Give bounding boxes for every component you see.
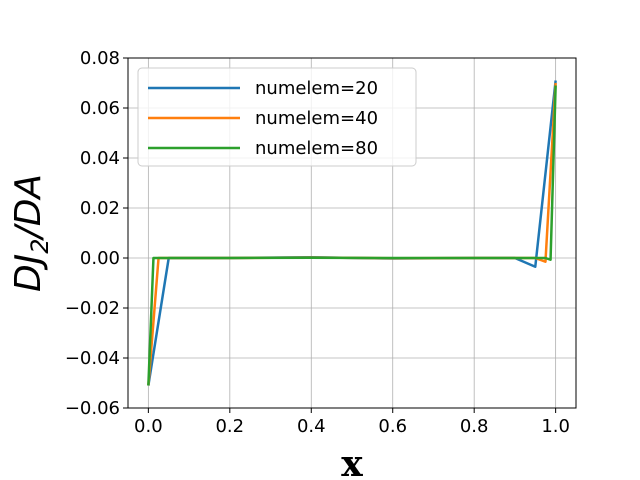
y-axis-label-subscript: 2 bbox=[26, 238, 54, 253]
legend-box bbox=[137, 67, 417, 167]
y-tick-label: 0.02 bbox=[80, 198, 120, 219]
x-tick-label: 0.8 bbox=[460, 416, 489, 437]
y-tick-label: −0.02 bbox=[65, 298, 120, 319]
x-tick-label: 0.2 bbox=[215, 416, 244, 437]
series-line-3 bbox=[147, 85, 557, 386]
legend-label-2: numelem=40 bbox=[255, 108, 378, 129]
legend-label-1: numelem=20 bbox=[255, 78, 378, 99]
y-axis-label-tail: /DA bbox=[8, 174, 49, 241]
x-tick-label: 0.4 bbox=[297, 416, 326, 437]
y-tick-label: −0.04 bbox=[65, 348, 120, 369]
x-tick-label: 0.0 bbox=[134, 416, 163, 437]
legend: numelem=20 numelem=40 numelem=80 bbox=[137, 67, 417, 167]
x-axis-ticks: 0.0 0.2 0.4 0.6 0.8 1.0 bbox=[134, 408, 570, 437]
y-tick-label: 0.06 bbox=[80, 98, 120, 119]
x-tick-label: 0.6 bbox=[378, 416, 407, 437]
y-axis-label-base: DJ bbox=[8, 254, 49, 292]
series-layer bbox=[147, 80, 557, 386]
y-tick-label: −0.06 bbox=[65, 398, 120, 419]
y-tick-label: 0.00 bbox=[80, 248, 120, 269]
x-axis-label: x bbox=[341, 443, 363, 480]
x-tick-label: 1.0 bbox=[541, 416, 570, 437]
plot-frame bbox=[127, 57, 577, 409]
legend-label-3: numelem=80 bbox=[255, 138, 378, 159]
y-tick-label: 0.08 bbox=[80, 48, 120, 69]
y-axis-label: DJ2/DA bbox=[8, 174, 54, 292]
y-tick-label: 0.04 bbox=[80, 148, 120, 169]
y-axis-ticks: −0.06 −0.04 −0.02 0.00 0.02 0.04 0.06 0.08 bbox=[65, 48, 128, 419]
